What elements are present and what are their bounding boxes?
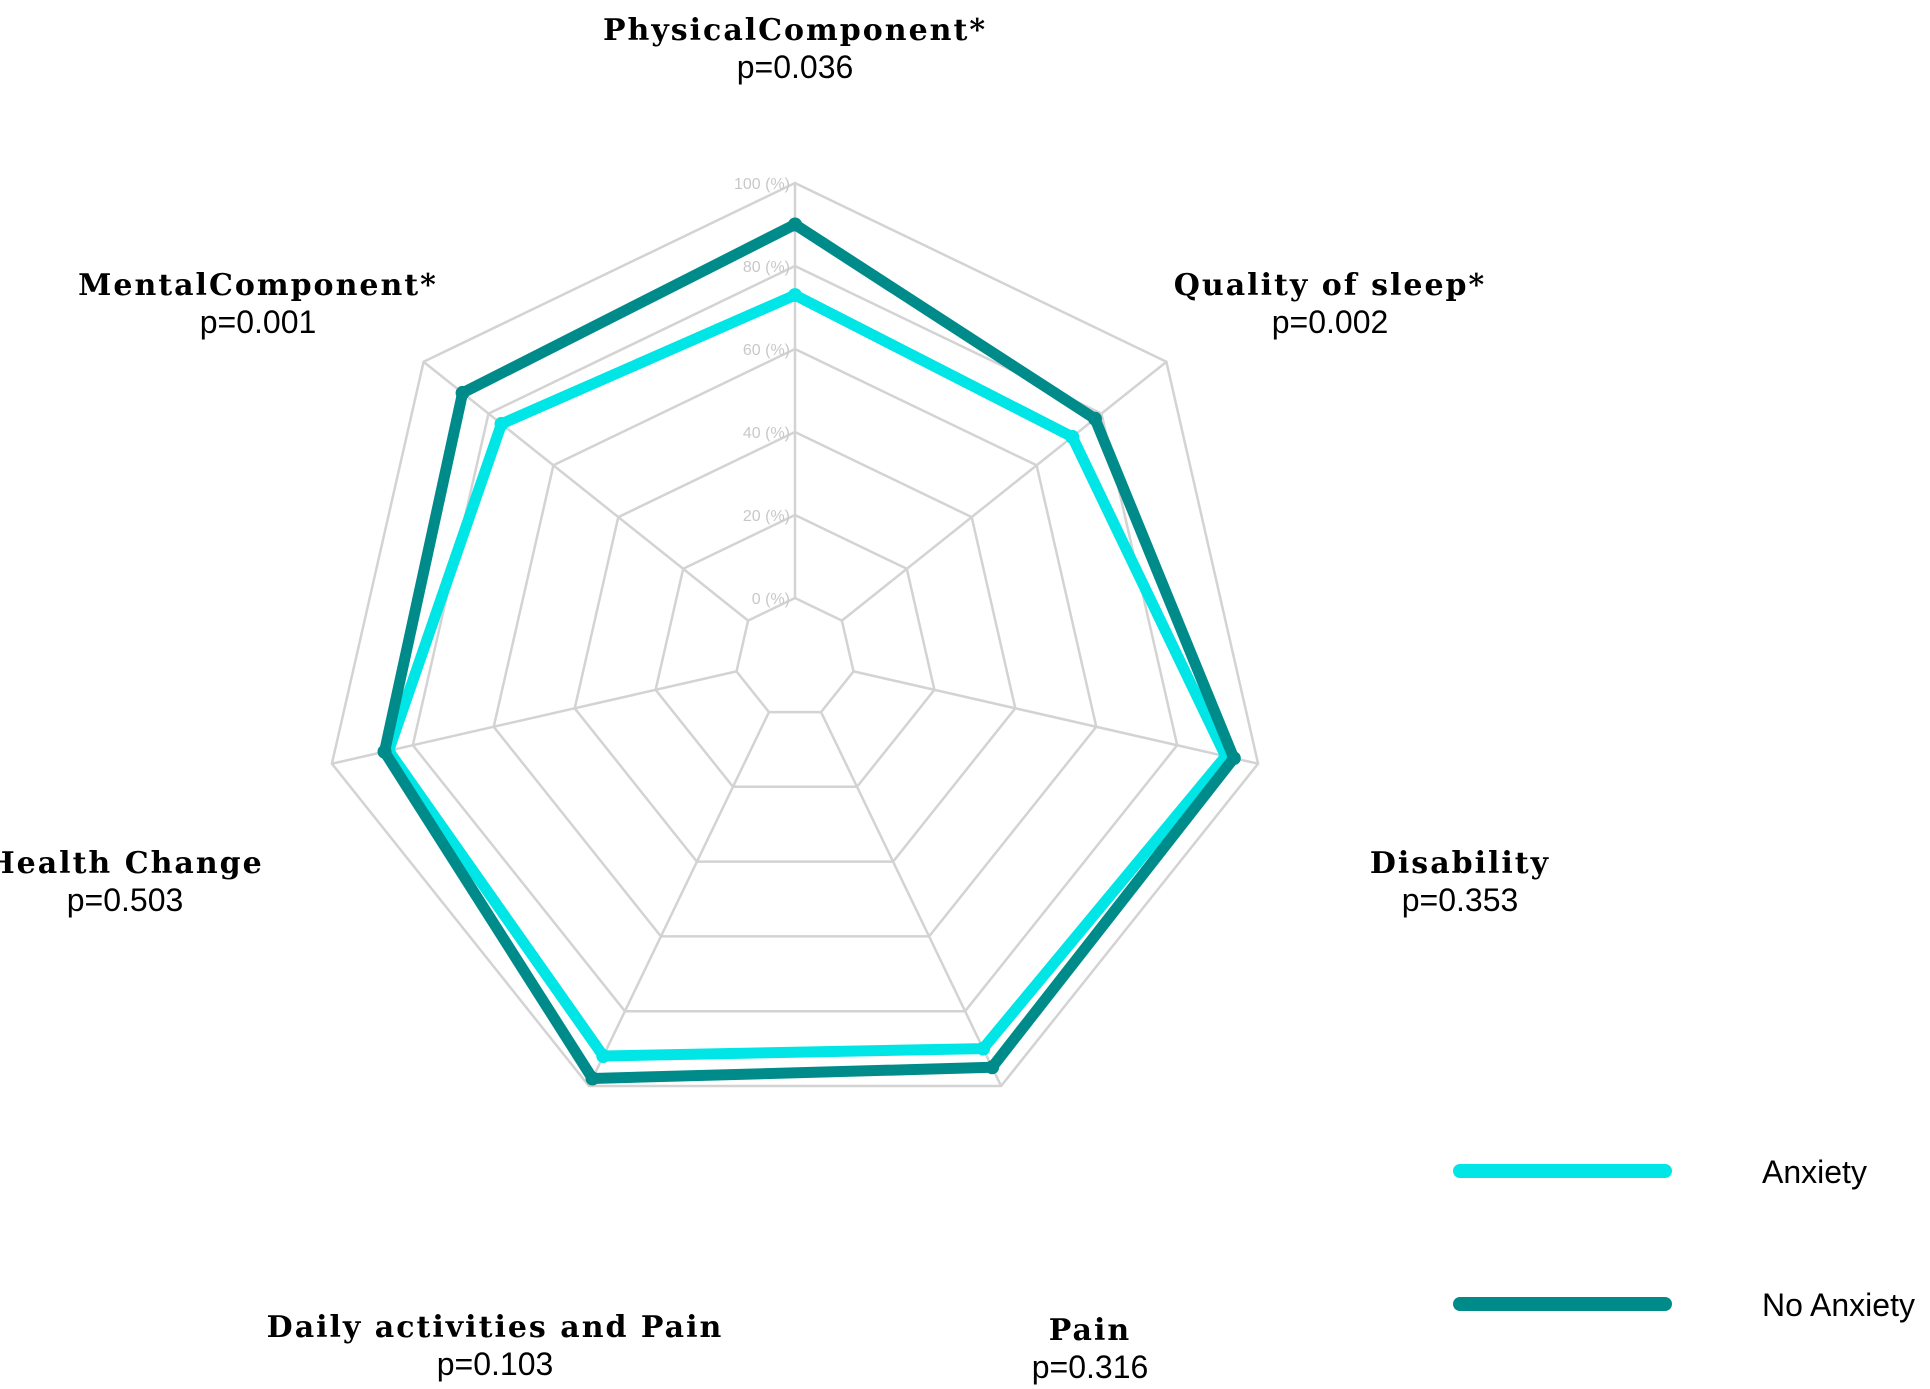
axis-p-value: p=0.001 [200, 304, 317, 340]
tick-label: 40 (%) [743, 425, 790, 442]
axis-p-value: p=0.353 [1402, 882, 1519, 918]
grid-spoke [819, 711, 1003, 1087]
radar-grid [330, 181, 1260, 1088]
data-point [377, 744, 392, 759]
tick-label: 20 (%) [743, 508, 790, 525]
data-point [585, 1071, 600, 1086]
axis-p-value: p=0.036 [737, 49, 854, 85]
data-point [976, 1041, 991, 1056]
data-point [1065, 429, 1080, 444]
legend-label: Anxiety [1762, 1154, 1867, 1190]
legend-label: No Anxiety [1762, 1287, 1915, 1323]
grid-spoke [853, 670, 1259, 765]
axis-label: Quality of sleep* [1174, 268, 1486, 303]
series-line-1 [379, 219, 1240, 1084]
data-point [1088, 411, 1102, 426]
data-point [494, 416, 509, 431]
tick-label: 100 (%) [734, 176, 790, 193]
data-point [1226, 751, 1241, 766]
axis-p-value: p=0.002 [1272, 304, 1389, 340]
grid-spoke [841, 360, 1168, 622]
series-line-0 [383, 289, 1232, 1062]
axis-label: Disability [1370, 846, 1550, 881]
axis-p-value: p=0.103 [437, 1346, 554, 1382]
axis-label: MentalComponent* [78, 268, 438, 303]
grid-ring [573, 430, 1017, 863]
axis-p-value: p=0.503 [67, 882, 184, 918]
data-point [788, 288, 802, 303]
data-point [985, 1060, 1000, 1075]
grid-spoke [422, 360, 749, 622]
tick-label: 0 (%) [752, 591, 790, 608]
legend: Anxiety No Anxiety [1453, 1154, 1915, 1323]
grid-spoke [331, 670, 737, 765]
radar-series [377, 217, 1241, 1086]
tick-label: 80 (%) [743, 259, 790, 276]
radar-tick-labels: 0 (%) 20 (%) 40 (%) 60 (%) 80 (%) 100 (%) [734, 176, 790, 608]
axis-label: Health Change [0, 846, 264, 881]
axis-label: PhysicalComponent* [603, 13, 987, 48]
grid-ring [654, 513, 936, 789]
grid-ring [330, 181, 1260, 1088]
tick-label: 60 (%) [743, 342, 790, 359]
data-point [596, 1049, 611, 1063]
grid-spoke [587, 711, 771, 1087]
axis-p-value: p=0.316 [1032, 1349, 1149, 1385]
axis-label: Pain [1049, 1313, 1131, 1348]
grid-ring [492, 347, 1098, 938]
data-point [788, 217, 802, 232]
axis-label: Daily activities and Pain [267, 1310, 724, 1345]
radar-axis-labels: PhysicalComponent*p=0.036 Quality of slee… [0, 13, 1550, 1385]
data-point [455, 385, 470, 400]
grid-ring [735, 596, 855, 714]
